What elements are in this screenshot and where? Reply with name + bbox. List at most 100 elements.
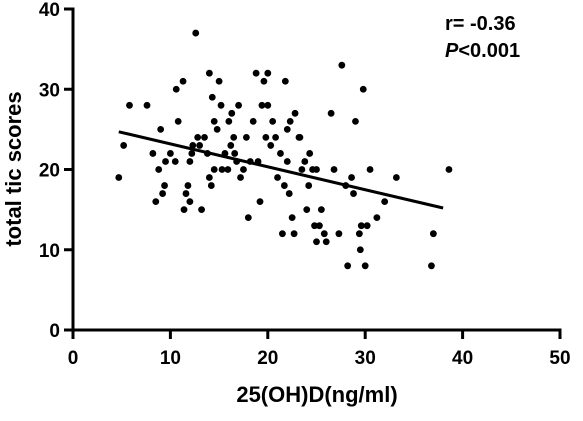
data-point [252, 69, 260, 77]
data-point [283, 125, 291, 133]
data-point [373, 214, 381, 222]
data-point [306, 150, 314, 157]
data-point [286, 117, 294, 125]
data-point [280, 182, 288, 189]
data-point [227, 142, 235, 149]
data-point [269, 117, 277, 125]
data-point [224, 166, 232, 173]
data-point [198, 206, 205, 214]
data-point [218, 166, 226, 173]
data-point [357, 222, 365, 230]
data-point [210, 117, 218, 125]
data-point [272, 134, 279, 141]
data-point [210, 166, 218, 173]
y-axis-title: total tic scores [1, 91, 26, 246]
data-point [143, 101, 151, 109]
p-value: <0.001 [458, 40, 520, 62]
data-point [188, 150, 196, 157]
data-point [350, 190, 357, 197]
y-tick-label: 30 [39, 80, 60, 101]
data-points [115, 29, 453, 270]
data-point [296, 134, 304, 141]
axis-ticks: 0 10 20 30 40 50 0 10 20 30 40 [39, 0, 571, 369]
data-point [288, 214, 296, 222]
data-point [149, 150, 157, 157]
data-point [205, 174, 213, 181]
data-point [392, 174, 400, 181]
data-point [348, 174, 355, 181]
data-point [445, 166, 453, 173]
data-point [256, 198, 264, 206]
data-point [320, 230, 328, 238]
data-point [207, 182, 215, 189]
data-point [298, 166, 306, 173]
data-point [327, 109, 335, 117]
data-point [157, 125, 165, 133]
x-tick-label: 40 [452, 348, 473, 369]
data-point [213, 125, 221, 133]
data-point [215, 77, 223, 85]
data-point [230, 134, 238, 141]
data-point [225, 117, 233, 125]
data-point [274, 174, 281, 181]
x-tick-label: 30 [355, 348, 376, 369]
data-point [258, 101, 266, 109]
data-point [196, 142, 204, 149]
y-tick-label: 0 [49, 321, 60, 342]
data-point [279, 230, 286, 238]
data-point [240, 166, 247, 173]
p-symbol: P [445, 40, 459, 62]
data-point [235, 101, 242, 109]
data-point [189, 142, 197, 149]
data-point [356, 246, 364, 254]
data-point [174, 117, 182, 125]
r-annotation: r= -0.36 [445, 13, 516, 35]
data-point [159, 190, 167, 197]
data-point [201, 134, 208, 141]
data-point [126, 101, 133, 109]
data-point [228, 109, 236, 117]
data-point [249, 117, 257, 125]
data-point [355, 230, 363, 238]
data-point [171, 158, 179, 165]
data-point [281, 77, 289, 85]
data-point [311, 222, 318, 230]
data-point [344, 262, 352, 270]
data-point [322, 238, 330, 246]
data-point [316, 222, 323, 230]
data-point [381, 198, 389, 206]
data-point [186, 158, 194, 165]
data-point [155, 166, 163, 173]
data-point [182, 190, 190, 197]
x-axis-title: 25(OH)D(ng/ml) [236, 382, 397, 407]
data-point [242, 134, 250, 141]
data-point [180, 206, 188, 214]
data-point [301, 158, 309, 165]
regression-line [118, 130, 444, 210]
data-point [237, 174, 244, 181]
data-point [277, 150, 284, 157]
data-point [313, 166, 320, 173]
y-tick-label: 20 [39, 161, 60, 182]
data-point [291, 109, 299, 117]
data-point [162, 158, 169, 165]
data-point [179, 77, 187, 85]
data-point [335, 230, 343, 238]
data-point [264, 101, 272, 109]
data-point [429, 230, 437, 238]
data-point [260, 77, 268, 85]
data-point [167, 150, 174, 157]
data-point [338, 61, 346, 69]
data-point [244, 214, 252, 222]
data-point [208, 93, 216, 101]
data-point [264, 69, 272, 77]
data-point [152, 198, 160, 206]
data-point [361, 262, 369, 270]
data-point [161, 182, 168, 189]
data-point [366, 166, 374, 173]
data-point [303, 206, 311, 214]
data-point [172, 85, 180, 93]
data-point [359, 85, 367, 93]
x-tick-label: 10 [160, 348, 181, 369]
